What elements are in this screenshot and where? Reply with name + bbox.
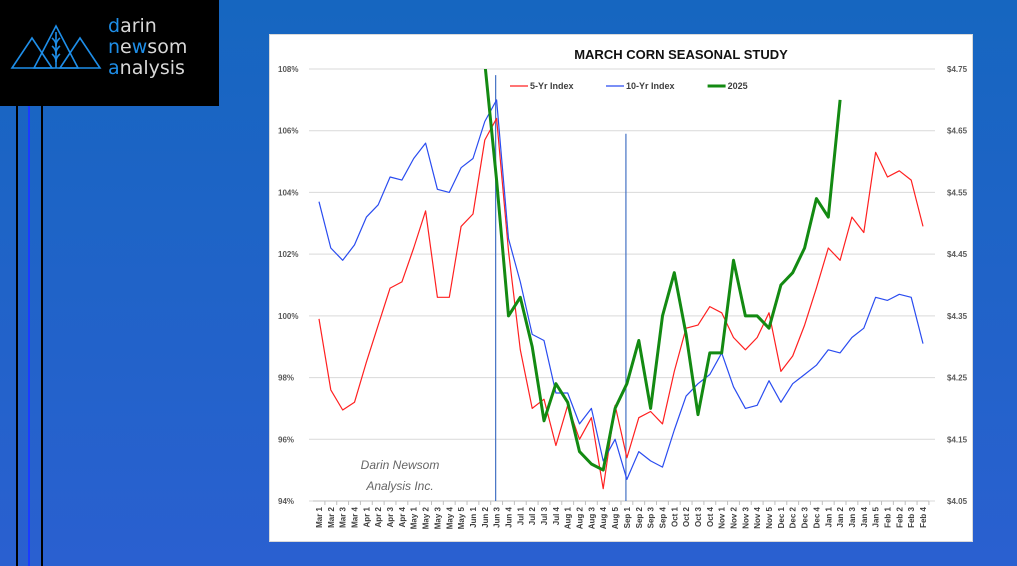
brand-word-analysis: nalysis — [119, 57, 185, 79]
x-tick-label: Aug 3 — [587, 506, 596, 529]
x-tick-label: Apr 2 — [374, 506, 383, 527]
x-tick-label: Nov 2 — [730, 506, 739, 528]
x-tick-label: Jun 2 — [481, 506, 490, 527]
x-tick-label: Aug 2 — [576, 506, 585, 529]
y-left-tick-label: 106% — [278, 127, 298, 136]
brand-initial-n: n — [108, 36, 121, 58]
x-tick-label: May 3 — [433, 506, 442, 529]
y-left-tick-label: 98% — [278, 374, 294, 383]
seasonal-line-chart: 94% 96% 98% 100% 102% 104% 106% 108% $4.05 $4.15… — [278, 65, 968, 529]
x-tick-label: Feb 4 — [919, 506, 928, 527]
legend-label: 10-Yr Index — [626, 81, 675, 91]
x-tick-label: Jan 1 — [824, 506, 833, 527]
y-left-tick-label: 94% — [278, 497, 294, 506]
x-tick-label: Dec 3 — [801, 506, 810, 528]
x-tick-label: May 5 — [457, 506, 466, 529]
x-tick-label: Nov 5 — [765, 506, 774, 528]
legend-label: 2025 — [728, 81, 748, 91]
brand-word-part-hl: w — [131, 36, 148, 58]
x-tick-label: Oct 2 — [682, 506, 691, 527]
series-line-5-yr-index — [318, 117, 924, 490]
mountain-wheat-icon — [10, 24, 102, 69]
x-tick-label: Jan 4 — [860, 506, 869, 527]
y-right-tick-label: $4.45 — [947, 250, 968, 259]
chart-panel: MARCH CORN SEASONAL STUDY 94% 96% 98% 100% 1… — [269, 34, 973, 542]
y-left-tick-label: 100% — [278, 312, 298, 321]
x-tick-label: Dec 4 — [812, 506, 821, 528]
x-tick-label: May 1 — [410, 506, 419, 529]
x-tick-label: Feb 3 — [907, 506, 916, 527]
x-tick-label: Mar 1 — [315, 506, 324, 527]
x-tick-label: Sep 3 — [647, 506, 656, 528]
x-tick-label: Aug 5 — [611, 506, 620, 529]
x-tick-label: Jul 4 — [552, 506, 561, 525]
brand-word-part: som — [147, 36, 188, 58]
x-tick-label: Dec 1 — [777, 506, 786, 528]
x-tick-label: Jan 5 — [872, 506, 881, 527]
watermark-line-2: Analysis Inc. — [365, 479, 433, 493]
y-right-tick-label: $4.65 — [947, 127, 968, 136]
x-tick-label: Jun 3 — [493, 506, 502, 527]
x-tick-label: Oct 3 — [694, 506, 703, 527]
x-tick-label: Apr 4 — [398, 506, 407, 527]
x-tick-label: Oct 4 — [706, 506, 715, 527]
x-tick-label: Sep 2 — [635, 506, 644, 528]
x-tick-label: Sep 4 — [658, 506, 667, 528]
x-tick-label: Apr 1 — [362, 506, 371, 527]
x-tick-label: Jan 3 — [848, 506, 857, 527]
brand-initial-d: d — [108, 15, 121, 37]
x-tick-label: Nov 3 — [741, 506, 750, 528]
x-tick-label: Dec 2 — [789, 506, 798, 528]
decor-line-black-2 — [41, 106, 43, 566]
x-tick-label: May 4 — [445, 506, 454, 529]
chart-title: MARCH CORN SEASONAL STUDY — [574, 47, 788, 62]
x-tick-label: Nov 1 — [718, 506, 727, 528]
brand-word-part: e — [120, 36, 132, 58]
x-tick-label: May 2 — [422, 506, 431, 529]
brand-initial-a: a — [108, 57, 120, 79]
y-right-tick-label: $4.05 — [947, 497, 968, 506]
y-left-tick-label: 108% — [278, 65, 298, 74]
y-right-tick-label: $4.25 — [947, 374, 968, 383]
x-tick-label: Jan 2 — [836, 506, 845, 527]
x-tick-label: Nov 4 — [753, 506, 762, 528]
x-tick-label: Feb 2 — [895, 506, 904, 527]
y-right-tick-label: $4.35 — [947, 312, 968, 321]
y-left-tick-label: 104% — [278, 188, 298, 197]
y-left-tick-label: 96% — [278, 435, 294, 444]
series-line-10-yr-index — [318, 99, 924, 480]
y-right-tick-label: $4.75 — [947, 65, 968, 74]
x-tick-label: Apr 3 — [386, 506, 395, 527]
watermark-line-1: Darin Newsom — [361, 458, 440, 472]
y-left-tick-label: 102% — [278, 250, 298, 259]
x-tick-label: Aug 4 — [599, 506, 608, 529]
x-tick-label: Aug 1 — [564, 506, 573, 529]
series-line-2025 — [483, 69, 842, 472]
decor-line-black-1 — [16, 106, 18, 566]
brand-name: darin newsom analysis — [108, 16, 187, 79]
x-tick-label: Feb 1 — [883, 506, 892, 527]
x-tick-label: Mar 2 — [327, 506, 336, 527]
x-tick-label: Mar 4 — [351, 506, 360, 527]
x-tick-label: Jul 2 — [528, 506, 537, 525]
decor-line-blue — [28, 106, 30, 566]
x-tick-label: Sep 1 — [623, 506, 632, 528]
x-tick-label: Jun 1 — [469, 506, 478, 527]
x-tick-label: Jul 3 — [540, 506, 549, 525]
legend-label: 5-Yr Index — [530, 81, 574, 91]
y-right-tick-label: $4.55 — [947, 188, 968, 197]
brand-word-darin: arin — [120, 15, 157, 37]
x-tick-label: Oct 1 — [670, 506, 679, 527]
y-right-tick-label: $4.15 — [947, 435, 968, 444]
x-tick-label: Mar 3 — [339, 506, 348, 527]
brand-logo: darin newsom analysis — [0, 0, 219, 106]
x-tick-label: Jun 4 — [504, 506, 513, 527]
x-tick-label: Jul 1 — [516, 506, 525, 525]
